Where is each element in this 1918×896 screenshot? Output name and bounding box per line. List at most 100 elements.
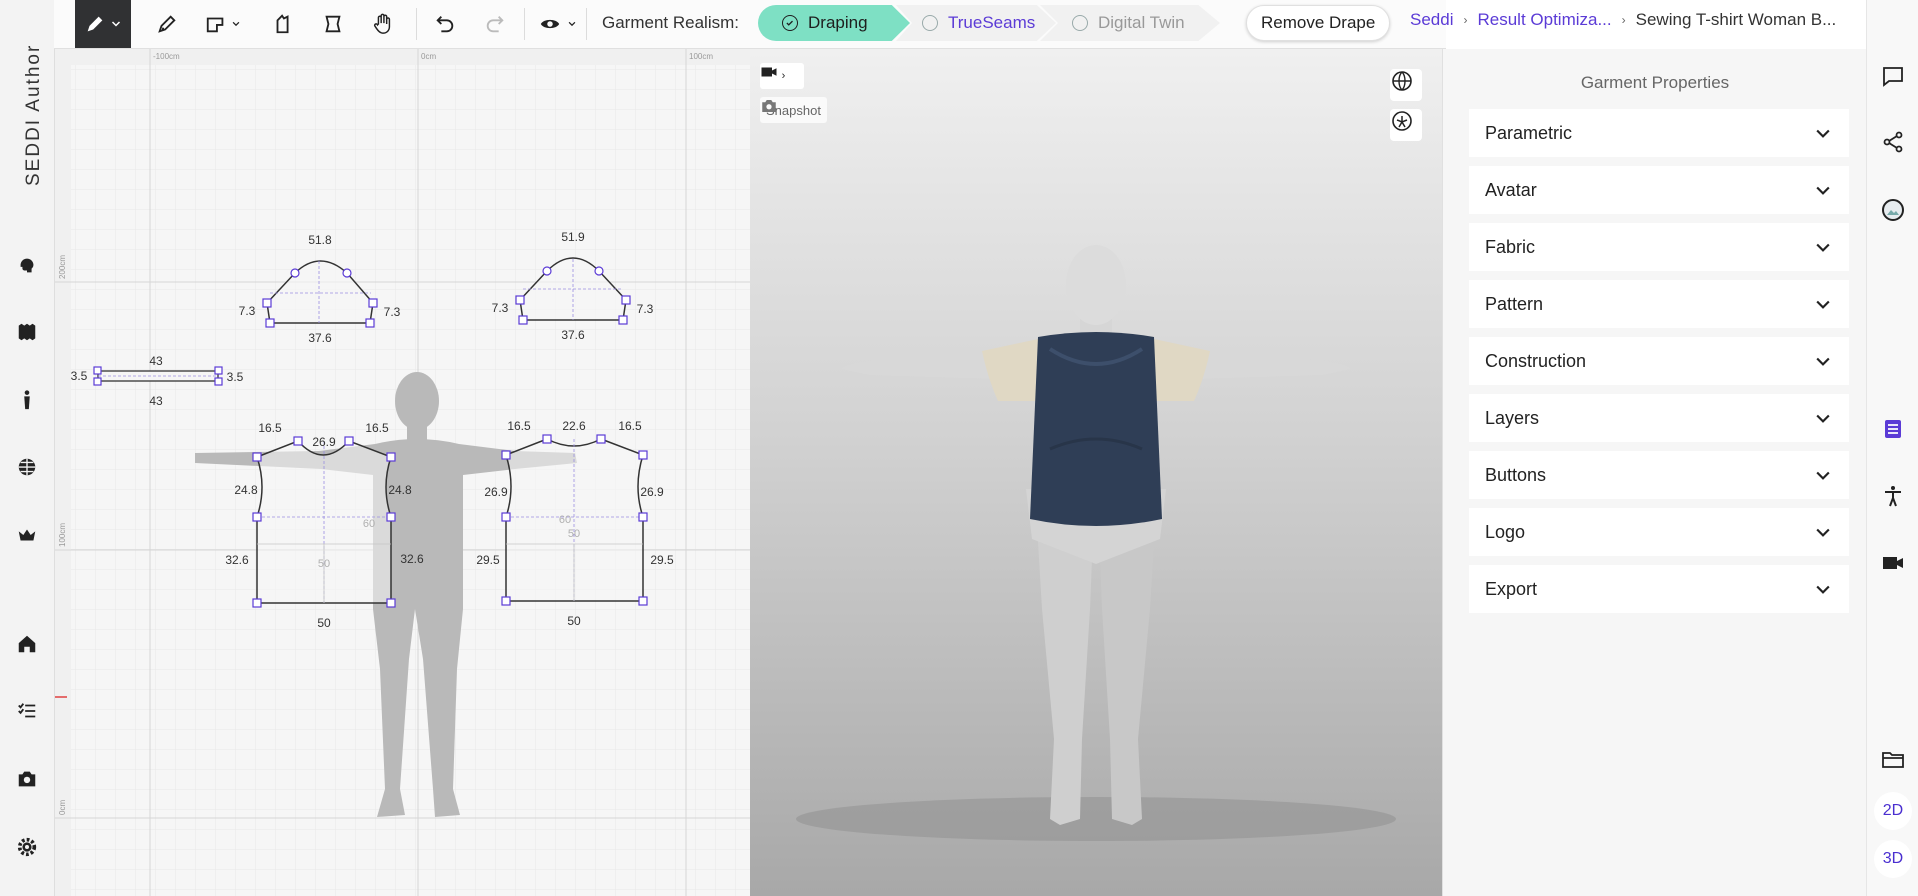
control-points[interactable] (93, 366, 223, 386)
measure-label: 37.6 (561, 328, 585, 342)
control-points[interactable] (262, 268, 378, 328)
pattern-piece-icon (276, 14, 289, 34)
chevron-down-icon (1816, 300, 1830, 309)
shirt-sleeve-left (982, 339, 1046, 401)
control-points[interactable] (515, 266, 631, 325)
ruler-label: 100cm (689, 52, 713, 61)
snapshot-label: Snapshot (766, 102, 821, 118)
control-points[interactable] (252, 436, 396, 608)
3d-viewport[interactable]: › Snapshot (750, 49, 1442, 896)
chevron-down-icon (1816, 414, 1830, 423)
undo-button[interactable] (428, 8, 462, 40)
avatar-pose-button[interactable] (1390, 109, 1422, 141)
visibility-button[interactable] (530, 8, 586, 40)
ruler-label: 0cm (421, 52, 436, 61)
home-icon[interactable] (11, 628, 43, 660)
pattern-canvas[interactable]: -100cm 0cm 100cm 200cm 100cm 0cm 51.8 7.… (55, 49, 753, 896)
chevron-right-icon: › (781, 70, 786, 82)
pen-tool-button[interactable] (150, 8, 184, 40)
chevron-down-icon (232, 21, 240, 27)
redo-button[interactable] (478, 8, 512, 40)
globe-icon[interactable] (11, 451, 43, 483)
pattern-piece-back (505, 438, 644, 602)
section-label: Parametric (1485, 122, 1573, 143)
section-label: Layers (1485, 407, 1540, 428)
chevron-right-icon: › (1621, 13, 1626, 27)
measure-label: 3.5 (227, 370, 244, 384)
folder-icon[interactable] (1877, 743, 1909, 775)
section-export[interactable]: Export (1469, 565, 1849, 613)
view-3d-button[interactable]: 3D (1874, 840, 1912, 878)
pen-edit-tool-button[interactable] (75, 0, 131, 48)
brand-wordmark: SEDDI Author (23, 44, 44, 186)
radio-icon (1072, 15, 1088, 31)
remove-drape-button[interactable]: Remove Drape (1246, 5, 1391, 41)
mode-draping-label: Draping (808, 13, 868, 32)
sewing-tool-button[interactable] (198, 8, 248, 40)
section-avatar[interactable]: Avatar (1469, 166, 1849, 214)
measure-label: 51.8 (308, 233, 332, 247)
sewing-machine-icon (206, 17, 224, 33)
settings-icon[interactable] (11, 831, 43, 863)
snapshot-button[interactable]: Snapshot (760, 97, 827, 123)
right-rail: 2D 3D (1866, 0, 1918, 896)
section-pattern[interactable]: Pattern (1469, 280, 1849, 328)
chevron-down-icon (1816, 357, 1830, 366)
redo-icon (486, 16, 504, 33)
pattern-piece-button[interactable] (266, 8, 300, 40)
section-layers[interactable]: Layers (1469, 394, 1849, 442)
globe-icon (1392, 71, 1412, 91)
section-parametric[interactable]: Parametric (1469, 109, 1849, 157)
measure-label: 50 (317, 616, 331, 630)
camera-icon[interactable] (11, 763, 43, 795)
trace-button[interactable] (316, 8, 350, 40)
measure-label: 16.5 (618, 419, 642, 433)
video-icon[interactable] (1877, 547, 1909, 579)
garment-properties-panel: Garment Properties Parametric Avatar Fab… (1442, 49, 1867, 896)
properties-icon[interactable] (1877, 413, 1909, 445)
pen-edit-icon (87, 16, 103, 32)
trace-icon (325, 15, 341, 33)
chevron-right-icon: › (1463, 13, 1468, 27)
measure-label: 7.3 (239, 304, 256, 318)
accessibility-icon[interactable] (1877, 480, 1909, 512)
chevron-down-icon (111, 21, 121, 27)
checklist-icon[interactable] (11, 695, 43, 727)
control-points[interactable] (501, 434, 648, 606)
measure-label: 7.3 (637, 302, 654, 316)
avatar-silhouette (195, 372, 577, 817)
mode-trueseams[interactable]: TrueSeams (896, 5, 1056, 41)
chevron-down-icon (1816, 528, 1830, 537)
shirt-body (1030, 332, 1162, 526)
section-buttons[interactable]: Buttons (1469, 451, 1849, 499)
grain-label: 50 (568, 528, 580, 540)
pattern-drawing: -100cm 0cm 100cm 200cm 100cm 0cm 51.8 7.… (55, 49, 750, 896)
measure-label: 26.9 (312, 435, 336, 449)
mode-digital-twin: Digital Twin (1040, 5, 1220, 41)
section-logo[interactable]: Logo (1469, 508, 1849, 556)
ruler-label: 100cm (58, 523, 67, 547)
hand-tool-button[interactable] (366, 8, 400, 40)
toolbar-divider (524, 8, 525, 40)
avatar-icon[interactable] (11, 384, 43, 416)
mode-draping[interactable]: Draping (758, 5, 910, 41)
measure-label: 32.6 (400, 552, 424, 566)
camera-menu-button[interactable]: › (760, 63, 804, 89)
grain-label: 60 (363, 518, 375, 530)
mode-trueseams-label: TrueSeams (948, 13, 1036, 32)
measure-label: 50 (567, 614, 581, 628)
environment-button[interactable] (1390, 69, 1422, 101)
comment-icon[interactable] (1877, 60, 1909, 92)
toolbar-divider (416, 8, 417, 40)
view-2d-button[interactable]: 2D (1874, 792, 1912, 830)
breadcrumb-root[interactable]: Seddi (1410, 10, 1454, 29)
section-construction[interactable]: Construction (1469, 337, 1849, 385)
head-icon[interactable] (11, 249, 43, 281)
profile-icon[interactable] (1877, 194, 1909, 226)
share-icon[interactable] (1877, 126, 1909, 158)
section-fabric[interactable]: Fabric (1469, 223, 1849, 271)
crown-icon[interactable] (11, 519, 43, 551)
breadcrumb-project[interactable]: Result Optimiza... (1477, 10, 1612, 29)
fabric-icon[interactable] (11, 316, 43, 348)
vertical-ruler (55, 49, 71, 896)
